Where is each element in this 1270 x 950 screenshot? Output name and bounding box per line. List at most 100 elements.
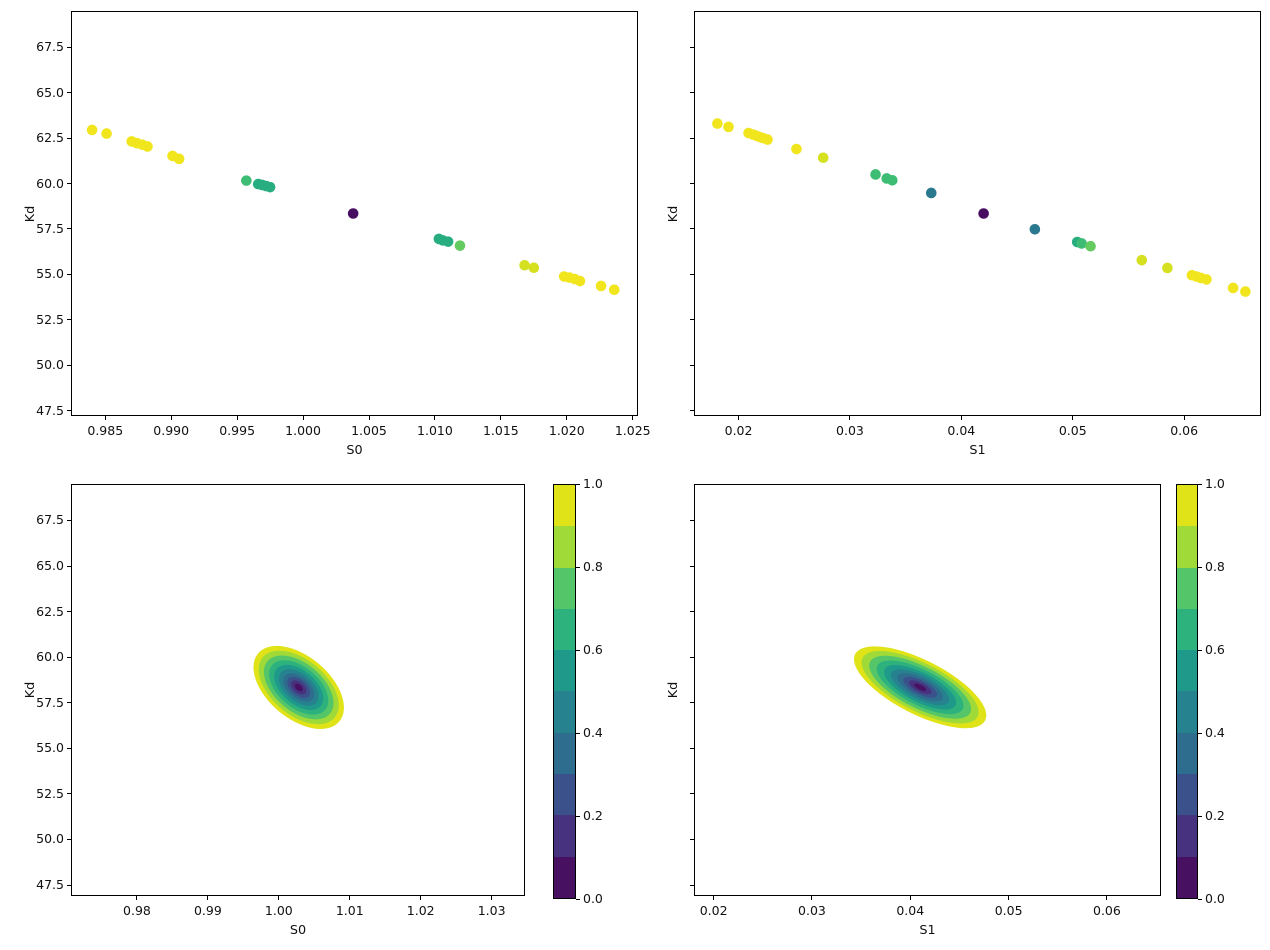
y-tick-label: 50.0 [36, 357, 64, 373]
x-tick [434, 416, 436, 420]
colorbar-band [1177, 732, 1197, 775]
y-tick [690, 319, 694, 321]
colorbar-tick [576, 649, 580, 651]
scatter-point [978, 208, 989, 219]
scatter-point [241, 175, 252, 186]
colorbar-band [1177, 815, 1197, 857]
y-tick-label: 65.0 [36, 558, 64, 574]
x-tick [1106, 896, 1108, 900]
y-tick [67, 793, 71, 795]
y-tick-label: 52.5 [36, 311, 64, 327]
x-tick-label: 0.02 [724, 423, 753, 438]
colorbar-tick-label: 0.0 [583, 891, 603, 906]
colorbar-tick-label: 0.2 [583, 808, 603, 823]
x-tick-label: 0.995 [219, 423, 256, 438]
y-tick [690, 747, 694, 749]
y-tick [690, 137, 694, 139]
colorbar-tick [1198, 898, 1202, 900]
scatter-point [173, 153, 185, 165]
y-tick-label: 62.5 [36, 603, 64, 619]
colorbar-tick-label: 0.4 [583, 725, 603, 740]
y-tick [67, 46, 71, 48]
y-tick [690, 838, 694, 840]
colorbar-band [554, 608, 575, 651]
x-tick [368, 416, 370, 420]
colorbar-tick [1198, 649, 1202, 651]
scatter-point [791, 143, 802, 155]
contour-ellipse-group [253, 645, 344, 729]
scatter-point [595, 280, 607, 292]
colorbar-tick [576, 732, 580, 734]
contour-band [914, 683, 927, 691]
x-axis-label-s0-top: S0 [346, 443, 363, 458]
y-tick-label: 62.5 [36, 130, 64, 146]
scatter-kd-vs-s1-canvas [712, 118, 1251, 297]
y-tick-label: 65.0 [36, 84, 64, 100]
y-tick [67, 702, 71, 704]
x-tick-label: 0.06 [1093, 903, 1121, 918]
colorbar-band [1177, 485, 1197, 527]
y-tick [690, 410, 694, 412]
x-tick [420, 896, 422, 900]
x-tick-label: 1.01 [335, 903, 364, 918]
y-tick [690, 46, 694, 48]
scatter-point [528, 262, 540, 274]
x-axis-label-s1-top: S1 [969, 443, 986, 458]
y-tick-label: 60.0 [36, 175, 64, 191]
axes-contour-kd-vs-s0 [71, 484, 525, 896]
axes-scatter-kd-vs-s1 [694, 11, 1261, 416]
y-tick [690, 92, 694, 94]
colorbar-band [1177, 650, 1197, 692]
scatter-point [1029, 224, 1041, 235]
y-tick-label: 55.0 [36, 266, 64, 282]
x-tick [849, 416, 851, 420]
scatter-point [608, 284, 620, 296]
colorbar-tick [576, 898, 580, 900]
contour-kd-vs-s1-canvas [853, 646, 987, 729]
colorbar-band [1177, 567, 1197, 609]
x-tick-label: 0.99 [193, 903, 222, 918]
x-tick-label: 0.990 [153, 423, 190, 438]
y-tick [690, 611, 694, 613]
x-tick [960, 416, 962, 420]
colorbar-band [554, 650, 575, 692]
scatter-point [264, 181, 276, 193]
scatter-point [1085, 240, 1096, 252]
scatter-point [101, 128, 112, 139]
x-tick [349, 896, 351, 900]
y-tick [67, 319, 71, 321]
y-tick [690, 793, 694, 795]
colorbar-tick-label: 1.0 [583, 476, 603, 491]
colorbar-tick-label: 0.2 [1205, 808, 1225, 823]
y-tick [67, 228, 71, 230]
colorbar [1176, 484, 1198, 899]
scatter-kd-vs-s0-canvas [86, 124, 620, 296]
y-tick [690, 656, 694, 658]
y-tick [690, 364, 694, 366]
colorbar-band [1177, 608, 1197, 651]
x-tick [491, 896, 493, 900]
x-tick [811, 896, 813, 900]
y-tick-label: 55.0 [36, 740, 64, 756]
x-tick [1072, 416, 1074, 420]
scatter-point [1162, 262, 1173, 274]
colorbar-band [554, 774, 575, 816]
colorbar-tick-label: 0.8 [1205, 559, 1225, 574]
x-tick-label: 0.03 [798, 903, 826, 918]
x-tick-label: 0.04 [947, 423, 976, 438]
y-tick [67, 565, 71, 567]
colorbar-band [1177, 691, 1197, 733]
x-tick [738, 416, 740, 420]
y-tick-label: 57.5 [36, 220, 64, 236]
colorbar-tick [576, 483, 580, 485]
colorbar-band [554, 732, 575, 775]
colorbar-band [1177, 526, 1197, 568]
x-tick [236, 416, 238, 420]
scatter-point [817, 152, 829, 164]
x-tick-label: 0.03 [836, 423, 864, 438]
x-tick [566, 416, 568, 420]
scatter-point [454, 240, 466, 251]
x-tick [1183, 416, 1185, 420]
colorbar-tick-label: 0.4 [1205, 725, 1225, 740]
scatter-point [142, 141, 153, 152]
